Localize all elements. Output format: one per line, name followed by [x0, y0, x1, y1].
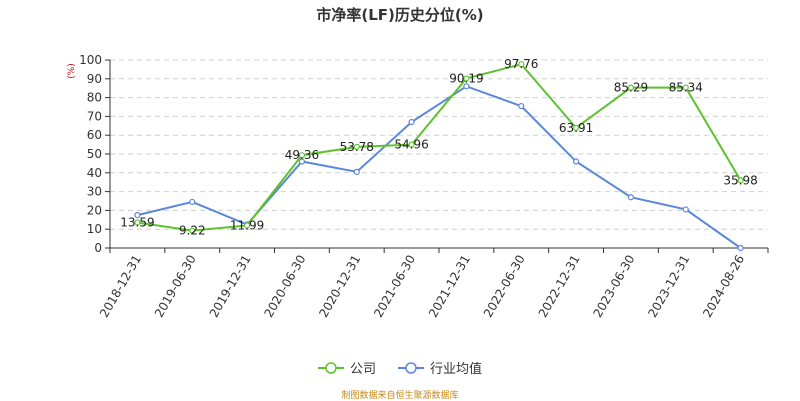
x-tick-label: 2021-12-31 — [426, 252, 473, 319]
y-tick-label: 40 — [87, 166, 102, 180]
y-tick-label: 100 — [79, 53, 102, 67]
data-point-industry — [572, 158, 580, 165]
data-source-note: 制图数据来自恒生聚源数据库 — [341, 391, 459, 401]
series-line-company — [137, 63, 742, 232]
data-label: 53.78 — [340, 140, 374, 154]
x-tick-label: 2020-12-31 — [316, 253, 363, 320]
y-tick-label: 50 — [87, 147, 102, 161]
legend: 公司 行业均值 — [0, 358, 800, 377]
data-point-company — [134, 219, 141, 226]
data-label: 85.34 — [669, 81, 703, 95]
x-tick-label: 2021-06-30 — [371, 253, 418, 320]
data-point-company — [353, 143, 360, 150]
x-tick-label: 2022-12-31 — [536, 253, 583, 320]
legend-industry-label: 行业均值 — [430, 362, 483, 377]
data-label: 9.22 — [179, 224, 206, 238]
data-label: 13.59 — [120, 215, 154, 229]
data-point-industry — [682, 206, 689, 213]
data-point-company — [243, 222, 251, 229]
legend-item-company[interactable]: 公司 — [317, 358, 376, 377]
data-label: 49.36 — [285, 148, 319, 162]
data-point-industry — [408, 118, 415, 126]
series-lines — [134, 61, 744, 252]
y-tick-label: 30 — [87, 185, 102, 199]
data-point-company — [627, 84, 635, 91]
axes: 0 10 20 30 40 50 60 70 80 90 100 2018-12-31 2019-06-… — [79, 53, 769, 320]
data-labels: 13.59 9.22 11.99 49.36 53.78 54.96 90.19 97.76 6… — [120, 57, 758, 237]
legend-company-marker-icon — [317, 361, 344, 374]
x-tick-label: 2023-06-30 — [591, 253, 638, 320]
data-label: 63.91 — [559, 121, 593, 135]
legend-industry-marker-icon — [398, 361, 424, 374]
y-tick-label: 90 — [87, 72, 102, 86]
x-tick-label: 2024-08-26 — [700, 253, 747, 320]
x-tick-label: 2019-12-31 — [207, 252, 254, 319]
data-point-industry — [518, 102, 525, 110]
data-point-company — [518, 61, 525, 68]
data-point-company — [682, 84, 689, 91]
data-point-industry — [189, 198, 196, 206]
data-point-industry — [134, 212, 141, 219]
data-label: 85.29 — [614, 81, 648, 95]
legend-item-industry[interactable]: 行业均值 — [398, 358, 482, 377]
grid-lines — [110, 59, 768, 230]
data-point-industry — [463, 83, 470, 90]
data-point-industry — [627, 194, 635, 201]
data-point-industry — [737, 244, 744, 252]
data-point-company — [737, 177, 744, 184]
data-label: 54.96 — [394, 138, 428, 152]
data-point-company — [572, 124, 580, 131]
data-point-company — [298, 152, 306, 159]
y-tick-label: 0 — [94, 241, 102, 255]
legend-company-label: 公司 — [349, 362, 376, 377]
chart-title: 市净率(LF)历史分位(%) — [316, 6, 484, 24]
y-tick-label: 10 — [87, 222, 102, 236]
y-tick-label: 60 — [87, 128, 102, 142]
y-tick-label: 70 — [87, 109, 102, 123]
x-tick-label: 2022-06-30 — [481, 253, 528, 320]
data-point-industry — [353, 168, 360, 175]
data-point-company — [189, 227, 196, 234]
data-point-company — [463, 75, 470, 82]
data-label: 35.98 — [723, 173, 757, 187]
series-line-industry — [137, 85, 742, 249]
y-tick-label: 20 — [87, 203, 102, 217]
data-label: 11.99 — [230, 218, 264, 232]
data-label: 90.19 — [449, 71, 483, 85]
data-point-company — [408, 141, 415, 148]
data-point-industry — [298, 158, 306, 165]
x-tick-label: 2023-12-31 — [645, 253, 692, 320]
x-tick-label: 2019-06-30 — [152, 253, 199, 320]
x-tick-label: 2018-12-31 — [97, 253, 144, 320]
data-label: 97.76 — [504, 57, 538, 71]
x-tick-label: 2020-06-30 — [262, 253, 309, 320]
y-tick-label: 80 — [87, 91, 102, 105]
